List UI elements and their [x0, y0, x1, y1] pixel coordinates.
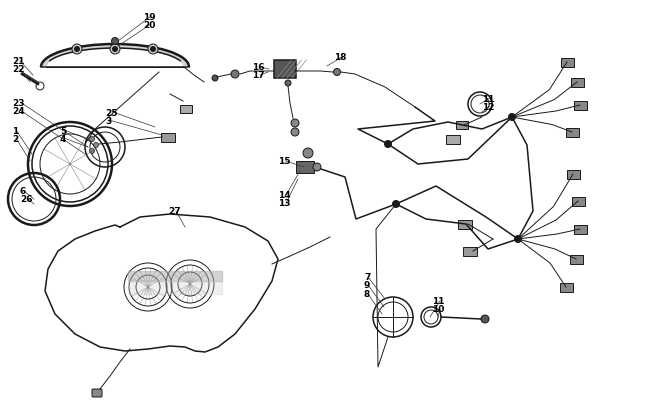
Circle shape — [94, 143, 99, 148]
FancyBboxPatch shape — [571, 197, 584, 206]
Text: 25: 25 — [105, 108, 118, 117]
Circle shape — [291, 129, 299, 136]
Text: 22: 22 — [12, 65, 25, 74]
FancyBboxPatch shape — [566, 128, 578, 137]
Text: 13: 13 — [278, 199, 291, 208]
Text: 18: 18 — [334, 53, 346, 62]
FancyBboxPatch shape — [567, 170, 580, 179]
Text: 26: 26 — [20, 195, 32, 204]
Text: 16: 16 — [252, 63, 265, 72]
FancyBboxPatch shape — [573, 225, 586, 234]
Text: 8: 8 — [364, 290, 370, 299]
FancyBboxPatch shape — [463, 247, 477, 256]
Circle shape — [90, 137, 94, 142]
Text: 14: 14 — [278, 191, 291, 200]
Circle shape — [151, 47, 155, 52]
Text: 2: 2 — [12, 134, 18, 143]
Circle shape — [231, 71, 239, 79]
Circle shape — [112, 38, 118, 45]
FancyBboxPatch shape — [458, 220, 472, 229]
Text: 5: 5 — [60, 126, 66, 135]
FancyBboxPatch shape — [296, 162, 314, 174]
Circle shape — [333, 69, 341, 76]
Text: 19: 19 — [143, 13, 155, 21]
Circle shape — [508, 114, 515, 121]
Circle shape — [385, 141, 391, 148]
Text: 27: 27 — [168, 207, 181, 216]
Circle shape — [75, 47, 79, 52]
Text: 3: 3 — [105, 116, 111, 125]
Text: 9: 9 — [364, 281, 370, 290]
Text: 6: 6 — [20, 187, 26, 196]
Circle shape — [112, 47, 118, 52]
Circle shape — [212, 76, 218, 82]
FancyBboxPatch shape — [446, 135, 460, 144]
Text: 17: 17 — [252, 71, 265, 80]
FancyBboxPatch shape — [569, 255, 582, 264]
FancyBboxPatch shape — [274, 61, 296, 79]
Text: 10: 10 — [432, 305, 445, 314]
Circle shape — [291, 120, 299, 128]
FancyBboxPatch shape — [573, 101, 586, 110]
Text: 21: 21 — [12, 58, 25, 66]
Circle shape — [303, 149, 313, 159]
Text: 23: 23 — [12, 98, 25, 107]
Text: 7: 7 — [364, 273, 370, 282]
Circle shape — [148, 45, 158, 55]
FancyBboxPatch shape — [180, 106, 192, 114]
Circle shape — [481, 315, 489, 323]
FancyBboxPatch shape — [560, 283, 573, 292]
Text: 20: 20 — [143, 20, 155, 30]
Text: 12: 12 — [482, 102, 495, 111]
Circle shape — [285, 81, 291, 87]
Circle shape — [313, 164, 321, 172]
FancyBboxPatch shape — [560, 58, 573, 67]
Circle shape — [515, 236, 521, 243]
Polygon shape — [42, 45, 188, 66]
Text: 15: 15 — [278, 157, 291, 166]
Text: 1: 1 — [12, 126, 18, 135]
FancyBboxPatch shape — [571, 78, 584, 87]
Text: 24: 24 — [12, 106, 25, 115]
Circle shape — [90, 149, 94, 154]
Circle shape — [72, 45, 82, 55]
Text: 11: 11 — [482, 94, 495, 103]
FancyBboxPatch shape — [161, 133, 175, 142]
Circle shape — [110, 45, 120, 55]
Text: 4: 4 — [60, 134, 66, 143]
FancyBboxPatch shape — [456, 122, 468, 130]
FancyBboxPatch shape — [92, 389, 102, 397]
Text: 11: 11 — [432, 297, 445, 306]
Circle shape — [393, 201, 400, 208]
